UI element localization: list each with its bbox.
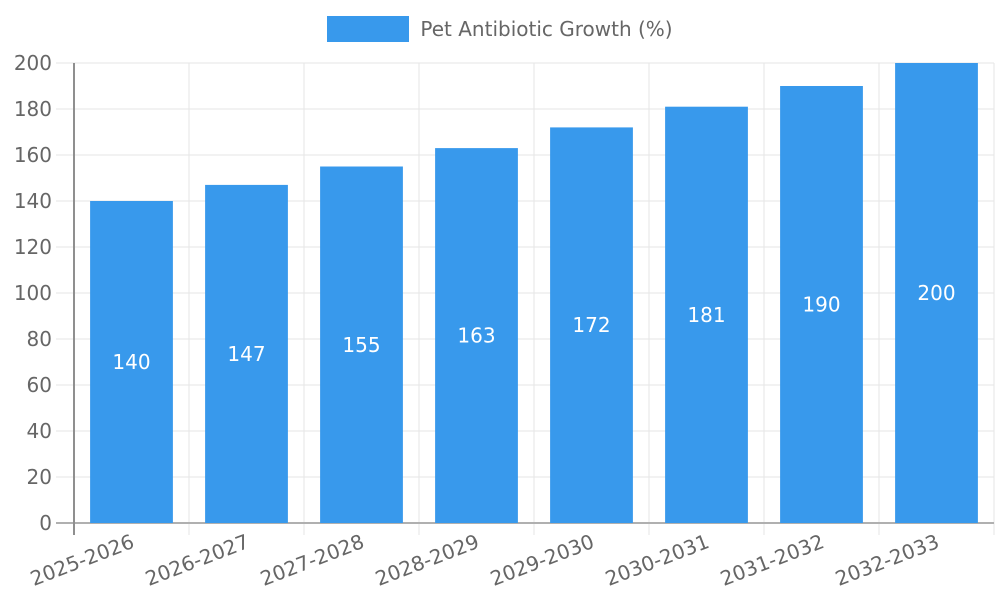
x-tick-label: 2028-2029: [372, 529, 482, 590]
legend-label: Pet Antibiotic Growth (%): [420, 17, 673, 41]
bar-2032-2033[interactable]: [895, 63, 978, 523]
bar-2028-2029[interactable]: [435, 148, 518, 523]
x-tick-label: 2027-2028: [257, 529, 367, 590]
y-tick-label: 40: [27, 419, 52, 443]
bar-2029-2030[interactable]: [550, 127, 633, 524]
legend-item[interactable]: Pet Antibiotic Growth (%): [327, 16, 673, 42]
y-tick-label: 20: [27, 465, 52, 489]
y-tick-label: 120: [14, 235, 52, 259]
y-tick-label: 180: [14, 97, 52, 121]
y-tick-label: 160: [14, 143, 52, 167]
bar-2027-2028[interactable]: [320, 166, 403, 524]
bar-value-label: 163: [457, 324, 495, 348]
bar-2025-2026[interactable]: [90, 201, 173, 523]
bar-value-label: 181: [687, 303, 725, 327]
y-tick-label: 100: [14, 281, 52, 305]
x-tick-label: 2025-2026: [27, 529, 137, 590]
bar-2030-2031[interactable]: [665, 106, 748, 523]
bar-value-label: 200: [917, 281, 955, 305]
x-tick-label: 2032-2033: [832, 529, 942, 590]
legend-swatch-icon: [327, 16, 410, 42]
x-tick-label: 2026-2027: [142, 529, 252, 590]
x-tick-label: 2031-2032: [717, 529, 827, 590]
bar-value-label: 190: [802, 293, 840, 317]
y-tick-label: 0: [39, 511, 52, 535]
x-tick-label: 2029-2030: [487, 529, 597, 590]
y-tick-label: 140: [14, 189, 52, 213]
bar-2026-2027[interactable]: [205, 184, 288, 523]
y-tick-label: 200: [14, 51, 52, 75]
bar-value-label: 172: [572, 313, 610, 337]
bar-2031-2032[interactable]: [780, 86, 863, 523]
bar-value-label: 140: [112, 350, 150, 374]
bar-value-label: 155: [342, 333, 380, 357]
x-tick-label: 2030-2031: [602, 529, 712, 590]
legend: Pet Antibiotic Growth (%): [0, 0, 1000, 42]
y-tick-label: 60: [27, 373, 52, 397]
bar-value-label: 147: [227, 342, 265, 366]
y-tick-label: 80: [27, 327, 52, 351]
